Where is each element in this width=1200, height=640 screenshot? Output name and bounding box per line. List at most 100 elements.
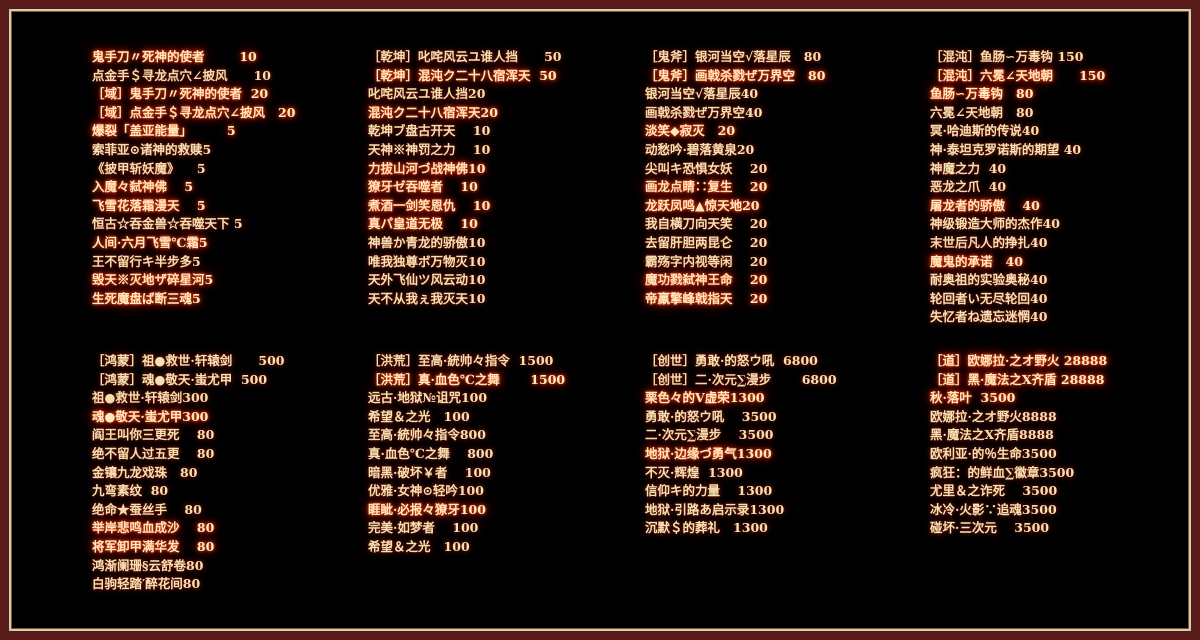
list-item: 金镶九龙戏珠 80 [92, 464, 198, 480]
list-item: 魔鬼的承诺 40 [930, 253, 1023, 269]
list-item: 毁天※灭地ザ碎星河5 [92, 272, 214, 288]
list-item: 秋·落叶 3500 [930, 390, 1016, 406]
list-item: 远古·地狱№诅咒100 [368, 390, 488, 406]
list-item: ［域］鬼手刀〃死神的使者 20 [92, 86, 269, 102]
item-group-2: ［乾坤］叱咤风云ユ谁人挡 50 ［乾坤］混沌ク二十八宿浑天 50 叱咤风云ユ谁人挡2… [368, 48, 562, 308]
list-item: 至高·統帅々指令800 [368, 427, 486, 443]
list-item: ［创世］二·次元∑漫步 6800 [645, 371, 837, 387]
list-item: 王不留行キ半步多5 [92, 253, 201, 269]
list-item: 二·次元∑漫步 3500 [645, 427, 774, 443]
list-item: 白驹轻踏′醉花间80 [92, 576, 201, 592]
list-item: ［乾坤］混沌ク二十八宿浑天 50 [368, 67, 557, 83]
list-item: ［洪荒］至高·統帅々指令 1500 [368, 353, 554, 368]
list-item: 天神※神罚之力 10 [368, 141, 491, 157]
list-item: 冥·哈迪斯的传说40 [930, 123, 1040, 139]
list-item: ［道］黑·魔法之X齐盾 28888 [930, 371, 1105, 387]
list-item: 尤里＆之诈死 3500 [930, 483, 1058, 499]
list-item: 鬼手刀〃死神的使者 10 [92, 49, 257, 64]
list-item: 地狱·边缘づ勇气1300 [645, 445, 772, 461]
list-item: 暗黑·破坏￥者 100 [368, 464, 491, 480]
list-item: 《披甲斩妖魔》 5 [92, 160, 206, 176]
list-item: ［鬼斧］银河当空√落星辰 80 [645, 49, 822, 64]
list-item: ［混沌］鱼肠∽万毒钩 150 [930, 49, 1084, 64]
list-item: 沉默＄的葬礼 1300 [645, 520, 768, 536]
list-item: ［创世］勇敢·的怒ウ吼 6800 [645, 353, 818, 368]
list-item: 屠龙者的骄傲 40 [930, 197, 1040, 213]
list-item: 黑·魔法之X齐盾8888 [930, 427, 1054, 443]
list-item: 地狱·引路あ启示录1300 [645, 501, 785, 517]
list-item: 绝不留人过五更 80 [92, 445, 215, 461]
list-item: 希望＆之光 100 [368, 538, 470, 554]
list-item: 冰冷·火影∵追魂3500 [930, 501, 1057, 517]
list-item: 去留肝胆两昆仑 20 [645, 234, 768, 250]
list-item: 银河当空√落星辰40 [645, 86, 759, 102]
list-item: 动愁吟·碧落黄泉20 [645, 141, 755, 157]
list-item: 勇敢·的怒ウ吼 3500 [645, 408, 777, 424]
list-item: 将军卸甲满华发 80 [92, 538, 215, 554]
list-item: 希望＆之光 100 [368, 408, 470, 424]
list-item: 六冕∠天地朝 80 [930, 104, 1034, 120]
item-group-6: ［洪荒］至高·統帅々指令 1500 ［洪荒］真·血色℃之舞 1500 远古·地狱№诅… [368, 352, 565, 557]
list-item: 九弯素纹 80 [92, 483, 169, 499]
list-item: ［道］欧娜拉·之オ野火 28888 [930, 353, 1108, 368]
list-item: 神魔之力 40 [930, 160, 1007, 176]
list-item: 疯狂：的鲜血∑徽章3500 [930, 464, 1075, 480]
list-item: 欧利亚·的％生命3500 [930, 445, 1057, 461]
list-item: 举岸悲鸣血成沙 80 [92, 520, 215, 536]
list-item: 轮回者い无尽轮回40 [930, 290, 1048, 306]
list-item: 魂●敬天·蚩尤甲300 [92, 408, 209, 424]
list-item: 叱咤风云ユ谁人挡20 [368, 86, 486, 102]
list-item: 末世后凡人的挣扎40 [930, 234, 1048, 250]
list-item: 淡笑◆寂灭 20 [645, 123, 736, 139]
list-item: 爆裂「盖亚能量」 5 [92, 123, 236, 139]
list-item: 耐奥祖的实验奥秘40 [930, 272, 1048, 288]
list-item: 魔功戮弑神王命 20 [645, 272, 768, 288]
item-list-panel [9, 9, 1191, 631]
list-item: 阎王叫你三更死 80 [92, 427, 215, 443]
list-item: 鸿渐阑珊§云舒卷80 [92, 557, 204, 573]
list-item: 乾坤ブ盘古开天 10 [368, 123, 491, 139]
list-item: ［鸿蒙］祖●救世·轩辕剑 500 [92, 353, 285, 368]
list-item: 尖叫キ恐惧女妖 20 [645, 160, 768, 176]
list-item: 祖●救世·轩辕剑300 [92, 390, 209, 406]
item-group-4: ［混沌］鱼肠∽万毒钩 150 ［混沌］六冕∠天地朝 150 鱼肠∽万毒钩 80 六冕∠… [930, 48, 1105, 327]
list-item: 天外飞仙ツ风云动10 [368, 272, 486, 288]
list-item: 獠牙ゼ吞噬者 10 [368, 179, 478, 195]
list-item: ［鬼斧］画戟杀戮ぜ万界空 80 [645, 67, 826, 83]
list-item: 入魔々弑神佛 5 [92, 179, 194, 195]
list-item: 点金手＄寻龙点穴∠披风 10 [92, 67, 271, 83]
list-item: ［域］点金手＄寻龙点穴∠披风 20 [92, 104, 296, 120]
list-item: 优雅·女神⊙轻吟100 [368, 483, 484, 499]
list-item: 欧娜拉·之オ野火8888 [930, 408, 1057, 424]
list-item: 碰坏·三次元 3500 [930, 520, 1050, 536]
list-item: 绝命★蚕丝手 80 [92, 501, 202, 517]
item-group-5: ［鸿蒙］祖●救世·轩辕剑 500 ［鸿蒙］魂●敬天·蚩尤甲 500 祖●救世·轩辕剑… [92, 352, 284, 594]
list-item: 索菲亚⊙诸神的救赎5 [92, 141, 212, 157]
list-item: 神·泰坦克罗诺斯的期望 40 [930, 141, 1082, 157]
list-item: 信仰キ的力量 1300 [645, 483, 773, 499]
list-item: ［鸿蒙］魂●敬天·蚩尤甲 500 [92, 371, 268, 387]
list-item: 力拔山河づ战神佛10 [368, 160, 486, 176]
list-item: 霸殇字内视等闲 20 [645, 253, 768, 269]
list-item: 真·血色℃之舞 800 [368, 445, 494, 461]
list-item: 画戟杀戮ぜ万界空40 [645, 104, 763, 120]
list-item: 人间·六月飞雪℃霜5 [92, 234, 208, 250]
item-group-1: 鬼手刀〃死神的使者 10 点金手＄寻龙点穴∠披风 10 ［域］鬼手刀〃死神的使者 2… [92, 48, 295, 308]
item-group-3: ［鬼斧］银河当空√落星辰 80 ［鬼斧］画戟杀戮ぜ万界空 80 银河当空√落星辰40… [645, 48, 825, 308]
item-group-8: ［道］欧娜拉·之オ野火 28888 ［道］黑·魔法之X齐盾 28888 秋·落叶 3… [930, 352, 1107, 538]
list-item: 神兽か青龙的骄傲10 [368, 234, 486, 250]
list-item: 混沌ク二十八宿浑天20 [368, 104, 498, 120]
list-item: 天不从我ぇ我灭天10 [368, 290, 486, 306]
list-item: 龙跃凤鸣▲惊天地20 [645, 197, 760, 213]
list-item: 我自横刀向天笑 20 [645, 216, 768, 232]
list-item: 恒古☆吞金兽☆吞噬天下 5 [92, 216, 243, 232]
list-item: ［乾坤］叱咤风云ユ谁人挡 50 [368, 49, 562, 64]
list-item: 栗色々的V虚荣1300 [645, 390, 765, 406]
list-item: 真パ皇道无极 10 [368, 216, 478, 232]
list-item: 恶龙之爪 40 [930, 179, 1007, 195]
list-item: 飞雪花落霜漫天 5 [92, 197, 206, 213]
item-group-7: ［创世］勇敢·的怒ウ吼 6800 ［创世］二·次元∑漫步 6800 栗色々的V虚荣1… [645, 352, 837, 538]
list-item: 神级锻造大师的杰作40 [930, 216, 1060, 232]
list-item: 鱼肠∽万毒钩 80 [930, 86, 1034, 102]
list-item: 画龙点睛∷复生 20 [645, 179, 768, 195]
